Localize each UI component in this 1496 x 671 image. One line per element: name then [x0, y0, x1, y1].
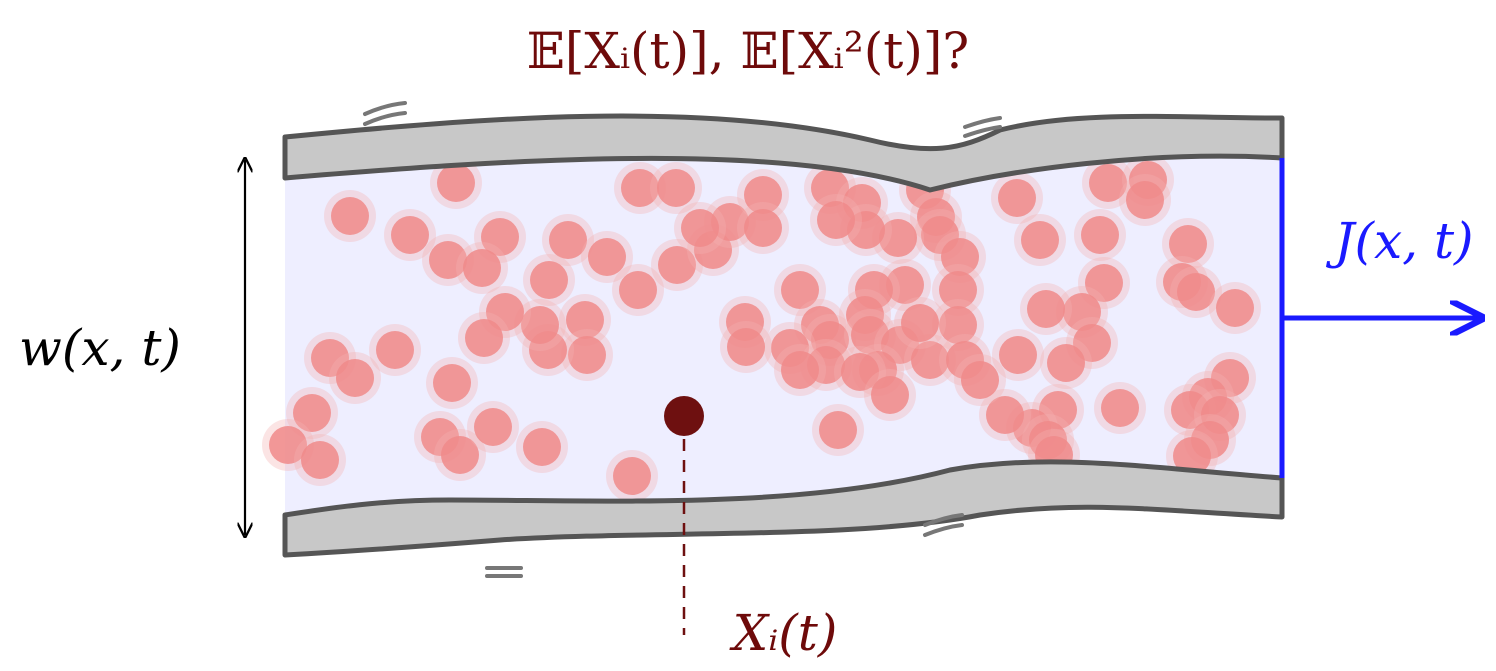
particle	[391, 216, 429, 254]
particle	[781, 351, 819, 389]
particle	[711, 203, 749, 241]
particle	[530, 261, 568, 299]
particle	[437, 164, 475, 202]
particle	[658, 246, 696, 284]
particle	[939, 271, 977, 309]
particle	[744, 176, 782, 214]
title-text: 𝔼[Xᵢ(t)], 𝔼[Xᵢ²(t)]?	[527, 22, 969, 80]
particle	[463, 249, 501, 287]
particle-cloud	[262, 154, 1261, 502]
particle	[521, 306, 559, 344]
particle	[901, 304, 939, 342]
particle	[1126, 181, 1164, 219]
particle	[1177, 273, 1215, 311]
particle	[886, 266, 924, 304]
particle	[744, 209, 782, 247]
particle	[727, 328, 765, 366]
particle	[879, 219, 917, 257]
particle	[986, 396, 1024, 434]
particle	[568, 336, 606, 374]
particle	[939, 306, 977, 344]
particle	[1216, 289, 1254, 327]
particle	[441, 436, 479, 474]
particle	[619, 271, 657, 309]
particle	[429, 241, 467, 279]
particle	[566, 301, 604, 339]
particle	[851, 316, 889, 354]
particle	[331, 197, 369, 235]
particle	[481, 218, 519, 256]
particle	[1169, 225, 1207, 263]
particle	[613, 457, 651, 495]
particle	[588, 238, 626, 276]
lower-wall	[282, 459, 1285, 558]
particle	[293, 394, 331, 432]
particle	[1073, 324, 1111, 362]
particle	[1085, 264, 1123, 302]
particle	[961, 361, 999, 399]
particle	[301, 441, 339, 479]
width-label: w(x, t)	[19, 319, 181, 377]
particle	[1021, 221, 1059, 259]
particle	[1047, 344, 1085, 382]
particle	[465, 319, 503, 357]
particle	[998, 179, 1036, 217]
wall-motion-marks	[363, 101, 1002, 578]
particle	[781, 271, 819, 309]
particle	[1081, 216, 1119, 254]
particle	[549, 221, 587, 259]
flux-label: J(x, t)	[1325, 212, 1473, 270]
particle	[1171, 391, 1209, 429]
particle	[819, 411, 857, 449]
tracer-particle	[664, 396, 704, 436]
particle	[871, 376, 909, 414]
particle	[523, 428, 561, 466]
particle	[269, 426, 307, 464]
particle	[811, 169, 849, 207]
particle	[474, 408, 512, 446]
tracer-label: Xᵢ(t)	[729, 604, 838, 662]
particle	[1027, 290, 1065, 328]
particle	[911, 341, 949, 379]
particle	[999, 336, 1037, 374]
particle	[681, 209, 719, 247]
particle	[621, 169, 659, 207]
particle	[817, 201, 855, 239]
particle	[841, 353, 879, 391]
particle	[1101, 389, 1139, 427]
particle	[657, 169, 695, 207]
particle	[336, 359, 374, 397]
particle	[941, 238, 979, 276]
upper-wall	[282, 113, 1285, 193]
particle	[1063, 293, 1101, 331]
particle	[376, 331, 414, 369]
particle	[847, 211, 885, 249]
particle	[1173, 437, 1211, 475]
particle	[486, 293, 524, 331]
particle	[433, 364, 471, 402]
particle	[1089, 164, 1127, 202]
